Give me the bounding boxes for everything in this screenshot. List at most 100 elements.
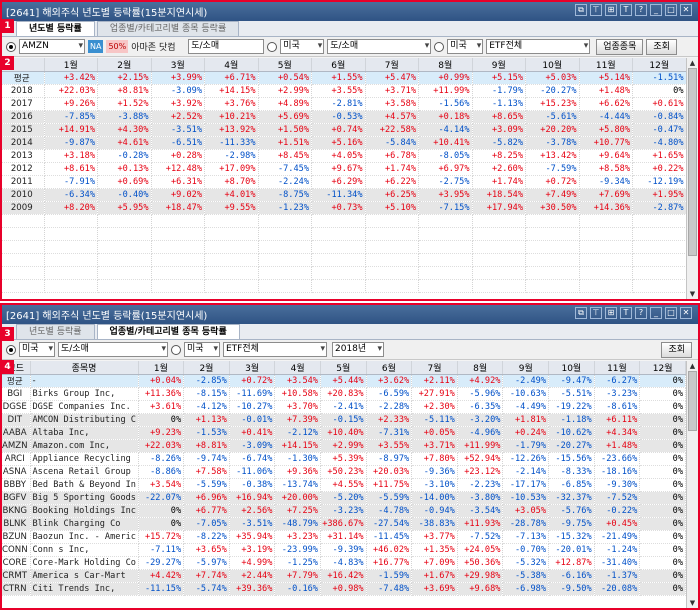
table-row[interactable]: ASNA Ascena Retail Group -8.86% +7.58% -11.0…: [2, 465, 686, 479]
scroll-down-icon[interactable]: ▼: [689, 599, 696, 607]
link-icon[interactable]: ⧉: [575, 307, 587, 319]
maximize-icon[interactable]: □: [665, 307, 677, 319]
column-header[interactable]: 6월: [366, 361, 413, 375]
query-button[interactable]: 조회: [646, 38, 677, 55]
radio-ticker[interactable]: [6, 41, 16, 52]
etf-country-select[interactable]: 미국: [184, 342, 220, 357]
table-row[interactable]: BGI Birks Group Inc, +11.36% -8.15% -11.69% +…: [2, 387, 686, 401]
column-header[interactable]: 3월: [151, 58, 205, 72]
table-row[interactable]: 2017 +9.26% +1.52% +3.92% +3.76% +4.89% -2.81%…: [2, 97, 686, 111]
column-header[interactable]: 12월: [639, 361, 686, 375]
tab-yearly[interactable]: 년도별 등락률: [16, 21, 95, 36]
table-row[interactable]: 2012 +8.61% +0.13% +12.48% +17.09% -7.45% +9.6…: [2, 162, 686, 176]
help-icon[interactable]: ?: [635, 307, 647, 319]
ticker-input[interactable]: AMZN: [19, 39, 85, 54]
table-row[interactable]: CONN Conn s Inc, -7.11% +3.65% +3.19% -23.99%…: [2, 543, 686, 557]
table-row[interactable]: BZUN Baozun Inc. - Americ +15.72% -8.22% +35…: [2, 530, 686, 544]
table-row[interactable]: 2018 +22.03% +8.81% -3.09% +14.15% +2.99% +3.5…: [2, 84, 686, 98]
snap-icon[interactable]: ⊞: [605, 307, 617, 319]
scroll-down-icon[interactable]: ▼: [689, 290, 696, 298]
column-header[interactable]: 6월: [311, 58, 366, 72]
table-row[interactable]: CRMT America s Car-Mart +4.42% +7.74% +2.44%…: [2, 569, 686, 583]
column-header[interactable]: 2월: [97, 58, 152, 72]
tab-sector[interactable]: 업종별/카테고리별 종목 등락률: [96, 21, 240, 36]
column-header[interactable]: 1월: [138, 361, 185, 375]
country-select[interactable]: 미국: [280, 39, 325, 54]
table-row[interactable]: 2011 -7.91% +0.69% +6.31% +8.70% -2.24% +6.29%…: [2, 175, 686, 189]
table-row[interactable]: 2015 +14.91% +4.30% -3.51% +13.92% +1.50% +0.7…: [2, 123, 686, 137]
column-header[interactable]: 3월: [229, 361, 276, 375]
column-header[interactable]: 9월: [502, 361, 550, 375]
text-icon[interactable]: T: [620, 4, 632, 16]
table-row[interactable]: 2010 -6.34% -0.40% +9.02% +4.01% -8.75% -11.34…: [2, 188, 686, 202]
maximize-icon[interactable]: □: [665, 4, 677, 16]
column-header[interactable]: 5월: [320, 361, 367, 375]
column-header[interactable]: 5월: [258, 58, 312, 72]
tab-sector[interactable]: 업종별/카테고리별 종목 등락률: [96, 324, 240, 339]
column-header[interactable]: 1월: [44, 58, 98, 72]
column-header[interactable]: 7월: [411, 361, 458, 375]
column-header[interactable]: 11월: [579, 58, 633, 72]
tab-yearly[interactable]: 년도별 등락률: [16, 324, 95, 339]
table-row[interactable]: CORE Core-Mark Holding Co -29.27% -5.97% +4.…: [2, 556, 686, 570]
scroll-thumb[interactable]: [688, 68, 697, 256]
table-row[interactable]: BKNG Booking Holdings Inc 0% +6.77% +2.56% +7…: [2, 504, 686, 518]
radio-etf[interactable]: [434, 41, 445, 52]
table-row[interactable]: 2016 -7.85% -3.88% +2.52% +10.21% +5.69% -0.53…: [2, 110, 686, 124]
link-icon[interactable]: ⧉: [575, 4, 587, 16]
minimize-icon[interactable]: _: [650, 307, 662, 319]
close-icon[interactable]: ✕: [680, 4, 692, 16]
table-row[interactable]: 평균 +3.42% +2.15% +3.99% +6.71% +0.54% +1.55% +5…: [2, 71, 686, 85]
radio-country[interactable]: [6, 344, 16, 355]
column-header[interactable]: 11월: [594, 361, 641, 375]
column-header[interactable]: 12월: [632, 58, 686, 72]
column-header[interactable]: 2월: [183, 361, 230, 375]
help-icon[interactable]: ?: [635, 4, 647, 16]
column-header[interactable]: 4월: [274, 361, 321, 375]
text-icon[interactable]: T: [620, 307, 632, 319]
sector-stocks-button[interactable]: 업종종목: [596, 38, 644, 55]
table-row[interactable]: BGFV Big 5 Sporting Goods -22.07% +6.96% +16…: [2, 491, 686, 505]
radio-etf[interactable]: [171, 344, 181, 355]
pin-icon[interactable]: ⊤: [590, 4, 602, 16]
snap-icon[interactable]: ⊞: [605, 4, 617, 16]
column-header[interactable]: 10월: [548, 361, 595, 375]
table-row[interactable]: DIT AMCON Distributing C 0% +1.13% -0.01% +7.…: [2, 413, 686, 427]
country-sector-select[interactable]: 도/소매: [327, 39, 432, 54]
etf-select[interactable]: ETF전체: [486, 39, 591, 54]
sector-select[interactable]: 도/소매: [58, 342, 168, 357]
vertical-scrollbar[interactable]: ▲ ▼: [686, 361, 698, 608]
table-row[interactable]: AMZN Amazon.com Inc, +22.03% +8.81% -3.09% +1…: [2, 439, 686, 453]
country-select[interactable]: 미국: [19, 342, 55, 357]
table-row[interactable]: ARCI Appliance Recycling -8.26% -9.74% -6.74…: [2, 452, 686, 466]
table-row[interactable]: CTRN Citi Trends Inc, -11.15% -5.74% +39.36%…: [2, 582, 686, 596]
empty-cell: [311, 253, 366, 267]
year-select[interactable]: 2018년: [332, 342, 384, 357]
table-row[interactable]: 평균 - +0.04% -2.85% +0.72% +3.54% +5.44% +3.62% +…: [2, 374, 686, 388]
column-header[interactable]: 8월: [418, 58, 473, 72]
column-header[interactable]: 4월: [204, 58, 259, 72]
table-row[interactable]: 2009 +8.20% +5.95% +18.47% +9.55% -1.23% +0.73…: [2, 201, 686, 215]
column-header[interactable]: 종목명: [30, 361, 139, 375]
table-row[interactable]: AABA Altaba Inc, +9.23% -1.53% +0.41% -2.12% +…: [2, 426, 686, 440]
table-row[interactable]: 2014 -9.87% +4.61% -6.51% -11.33% +1.51% +5.16…: [2, 136, 686, 150]
table-row[interactable]: BLNK Blink Charging Co 0% -7.05% -3.51% -48.7…: [2, 517, 686, 531]
column-header[interactable]: 10월: [525, 58, 580, 72]
minimize-icon[interactable]: _: [650, 4, 662, 16]
scroll-up-icon[interactable]: ▲: [689, 362, 696, 370]
etf-select[interactable]: ETF전체: [223, 342, 327, 357]
table-row[interactable]: 2013 +3.18% -0.28% +0.28% -2.98% +8.45% +4.05%…: [2, 149, 686, 163]
column-header[interactable]: 7월: [365, 58, 419, 72]
query-button[interactable]: 조회: [661, 341, 692, 358]
column-header[interactable]: 8월: [457, 361, 504, 375]
pin-icon[interactable]: ⊤: [590, 307, 602, 319]
table-row[interactable]: DGSE DGSE Companies Inc. +3.61% -4.12% -10.2…: [2, 400, 686, 414]
scroll-up-icon[interactable]: ▲: [689, 59, 696, 67]
etf-country-select[interactable]: 미국: [447, 39, 484, 54]
radio-country[interactable]: [267, 41, 278, 52]
scroll-thumb[interactable]: [688, 371, 697, 431]
table-row[interactable]: BBBY Bed Bath & Beyond In +3.54% -5.59% -0.3…: [2, 478, 686, 492]
vertical-scrollbar[interactable]: ▲ ▼: [686, 58, 698, 299]
column-header[interactable]: 9월: [472, 58, 526, 72]
close-icon[interactable]: ✕: [680, 307, 692, 319]
